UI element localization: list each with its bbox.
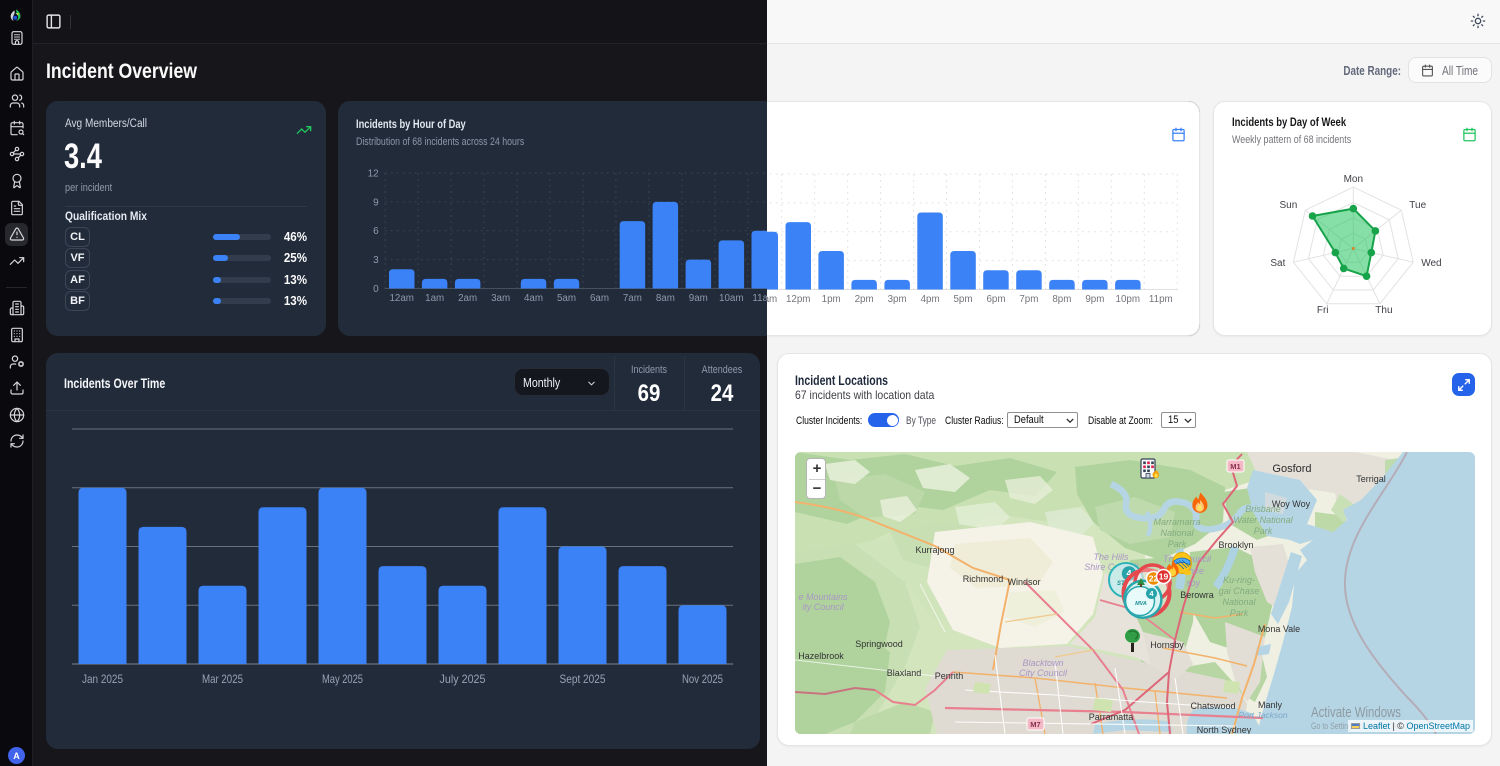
svg-text:6pm: 6pm	[986, 294, 1005, 305]
svg-text:0: 0	[373, 284, 379, 295]
svg-text:Ku-ring-: Ku-ring-	[1223, 575, 1255, 585]
svg-text:Mar 2025: Mar 2025	[202, 672, 243, 686]
svg-text:3am: 3am	[491, 293, 510, 304]
svg-text:6am: 6am	[590, 293, 609, 304]
svg-text:2am: 2am	[458, 293, 477, 304]
svg-text:Marramarra: Marramarra	[1153, 517, 1200, 527]
svg-text:Park: Park	[1254, 526, 1273, 536]
svg-text:gai Chase: gai Chase	[1219, 586, 1260, 596]
svg-text:Blaxland: Blaxland	[887, 668, 922, 678]
svg-text:Shire Council: Shire Council	[1084, 562, 1139, 572]
svg-text:5pm: 5pm	[953, 294, 972, 305]
svg-text:10am: 10am	[719, 293, 744, 304]
svg-text:May 2025: May 2025	[322, 672, 363, 686]
svg-text:Hazelbrook: Hazelbrook	[798, 651, 844, 661]
svg-text:4am: 4am	[524, 293, 543, 304]
svg-text:M1: M1	[1230, 462, 1240, 471]
svg-text:7am: 7am	[623, 293, 642, 304]
svg-text:7pm: 7pm	[1019, 294, 1038, 305]
svg-text:3pm: 3pm	[888, 294, 907, 305]
svg-text:Mon: Mon	[1344, 174, 1363, 185]
svg-text:9am: 9am	[689, 293, 708, 304]
svg-text:4pm: 4pm	[921, 294, 940, 305]
svg-text:sby: sby	[1186, 578, 1201, 588]
svg-text:Water National: Water National	[1233, 515, 1293, 525]
svg-text:Mona Vale: Mona Vale	[1258, 624, 1300, 634]
svg-text:11am: 11am	[752, 293, 776, 304]
svg-text:Sept 2025: Sept 2025	[560, 672, 606, 686]
svg-text:5am: 5am	[557, 293, 576, 304]
svg-text:Fri: Fri	[1317, 305, 1329, 316]
svg-text:Nov 2025: Nov 2025	[682, 672, 723, 686]
svg-text:Penrith: Penrith	[935, 671, 964, 681]
svg-text:Richmond: Richmond	[963, 574, 1004, 584]
svg-text:3: 3	[373, 255, 379, 266]
svg-text:ST..: ST..	[1117, 581, 1128, 587]
svg-text:4: 4	[1126, 569, 1131, 579]
svg-text:North Sydney: North Sydney	[1197, 725, 1252, 734]
svg-text:Gosford: Gosford	[1272, 463, 1311, 475]
svg-text:Blacktown: Blacktown	[1022, 658, 1063, 668]
svg-text:Sat: Sat	[1270, 258, 1285, 269]
svg-text:Tue: Tue	[1409, 200, 1426, 211]
svg-text:Windsor: Windsor	[1007, 577, 1040, 587]
svg-text:Terrigal: Terrigal	[1356, 474, 1386, 484]
svg-text:Port Jackson: Port Jackson	[1238, 710, 1287, 720]
svg-text:1am: 1am	[425, 293, 444, 304]
svg-text:The Hills: The Hills	[1093, 552, 1129, 562]
svg-text:Brisbane: Brisbane	[1245, 504, 1281, 514]
svg-text:8pm: 8pm	[1052, 294, 1071, 305]
svg-text:Springwood: Springwood	[855, 639, 903, 649]
svg-text:Wed: Wed	[1421, 258, 1441, 269]
svg-text:MVA: MVA	[1135, 601, 1147, 607]
svg-text:19: 19	[1159, 572, 1169, 582]
svg-text:National: National	[1222, 597, 1256, 607]
svg-text:11pm: 11pm	[1149, 294, 1173, 305]
svg-text:12pm: 12pm	[786, 294, 811, 305]
svg-text:9pm: 9pm	[1085, 294, 1104, 305]
svg-text:22: 22	[1149, 574, 1159, 584]
svg-text:Chatswood: Chatswood	[1190, 701, 1235, 711]
svg-text:12: 12	[368, 169, 380, 180]
svg-text:Park: Park	[1168, 539, 1187, 549]
svg-text:8am: 8am	[656, 293, 675, 304]
svg-text:10pm: 10pm	[1116, 294, 1141, 305]
svg-text:ity Council: ity Council	[802, 602, 845, 612]
svg-text:Berowra: Berowra	[1180, 590, 1214, 600]
svg-text:National: National	[1160, 528, 1194, 538]
svg-text:July 2025: July 2025	[440, 672, 486, 686]
svg-text:City Council: City Council	[1019, 668, 1068, 678]
svg-text:Manly: Manly	[1258, 700, 1283, 710]
svg-text:Brooklyn: Brooklyn	[1218, 540, 1253, 550]
svg-text:12am: 12am	[389, 293, 414, 304]
svg-text:11am: 11am	[753, 294, 777, 305]
svg-text:Hornsby: Hornsby	[1150, 640, 1184, 650]
svg-text:M7: M7	[1030, 720, 1040, 729]
svg-text:4: 4	[1149, 589, 1154, 598]
svg-text:Parramatta: Parramatta	[1089, 712, 1134, 722]
svg-text:9: 9	[373, 197, 379, 208]
svg-text:Sun: Sun	[1280, 200, 1298, 211]
svg-text:1pm: 1pm	[822, 294, 841, 305]
svg-text:2pm: 2pm	[855, 294, 874, 305]
svg-text:Thu: Thu	[1375, 305, 1392, 316]
svg-text:Kurrajong: Kurrajong	[915, 545, 954, 555]
svg-text:e Mountains: e Mountains	[798, 592, 848, 602]
svg-text:Woy Woy: Woy Woy	[1272, 499, 1311, 509]
svg-text:Park: Park	[1230, 608, 1249, 618]
svg-text:6: 6	[373, 226, 379, 237]
svg-text:Jan 2025: Jan 2025	[82, 672, 123, 686]
